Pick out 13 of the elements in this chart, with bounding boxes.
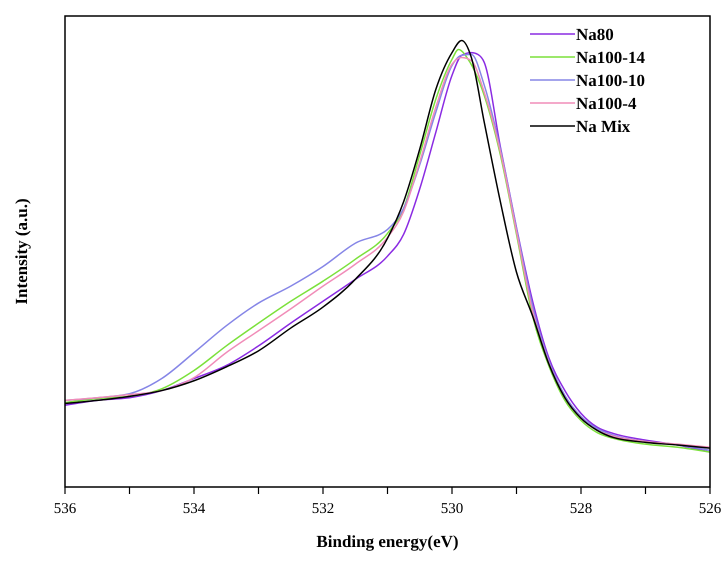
x-axis-title: Binding energy(eV) bbox=[316, 532, 459, 551]
x-tick-label: 526 bbox=[698, 501, 722, 517]
legend-label: Na80 bbox=[576, 25, 614, 44]
x-tick-label: 528 bbox=[570, 501, 592, 517]
x-tick-label: 532 bbox=[312, 501, 334, 517]
y-axis-title: Intensity (a.u.) bbox=[12, 198, 31, 305]
legend-label: Na Mix bbox=[576, 117, 631, 136]
x-tick-label: 536 bbox=[54, 501, 77, 517]
x-tick-label: 530 bbox=[440, 501, 464, 517]
legend-label: Na100-14 bbox=[576, 48, 646, 67]
legend-label: Na100-10 bbox=[576, 71, 645, 90]
x-tick-label: 534 bbox=[182, 501, 206, 517]
legend-label: Na100-4 bbox=[576, 94, 637, 113]
